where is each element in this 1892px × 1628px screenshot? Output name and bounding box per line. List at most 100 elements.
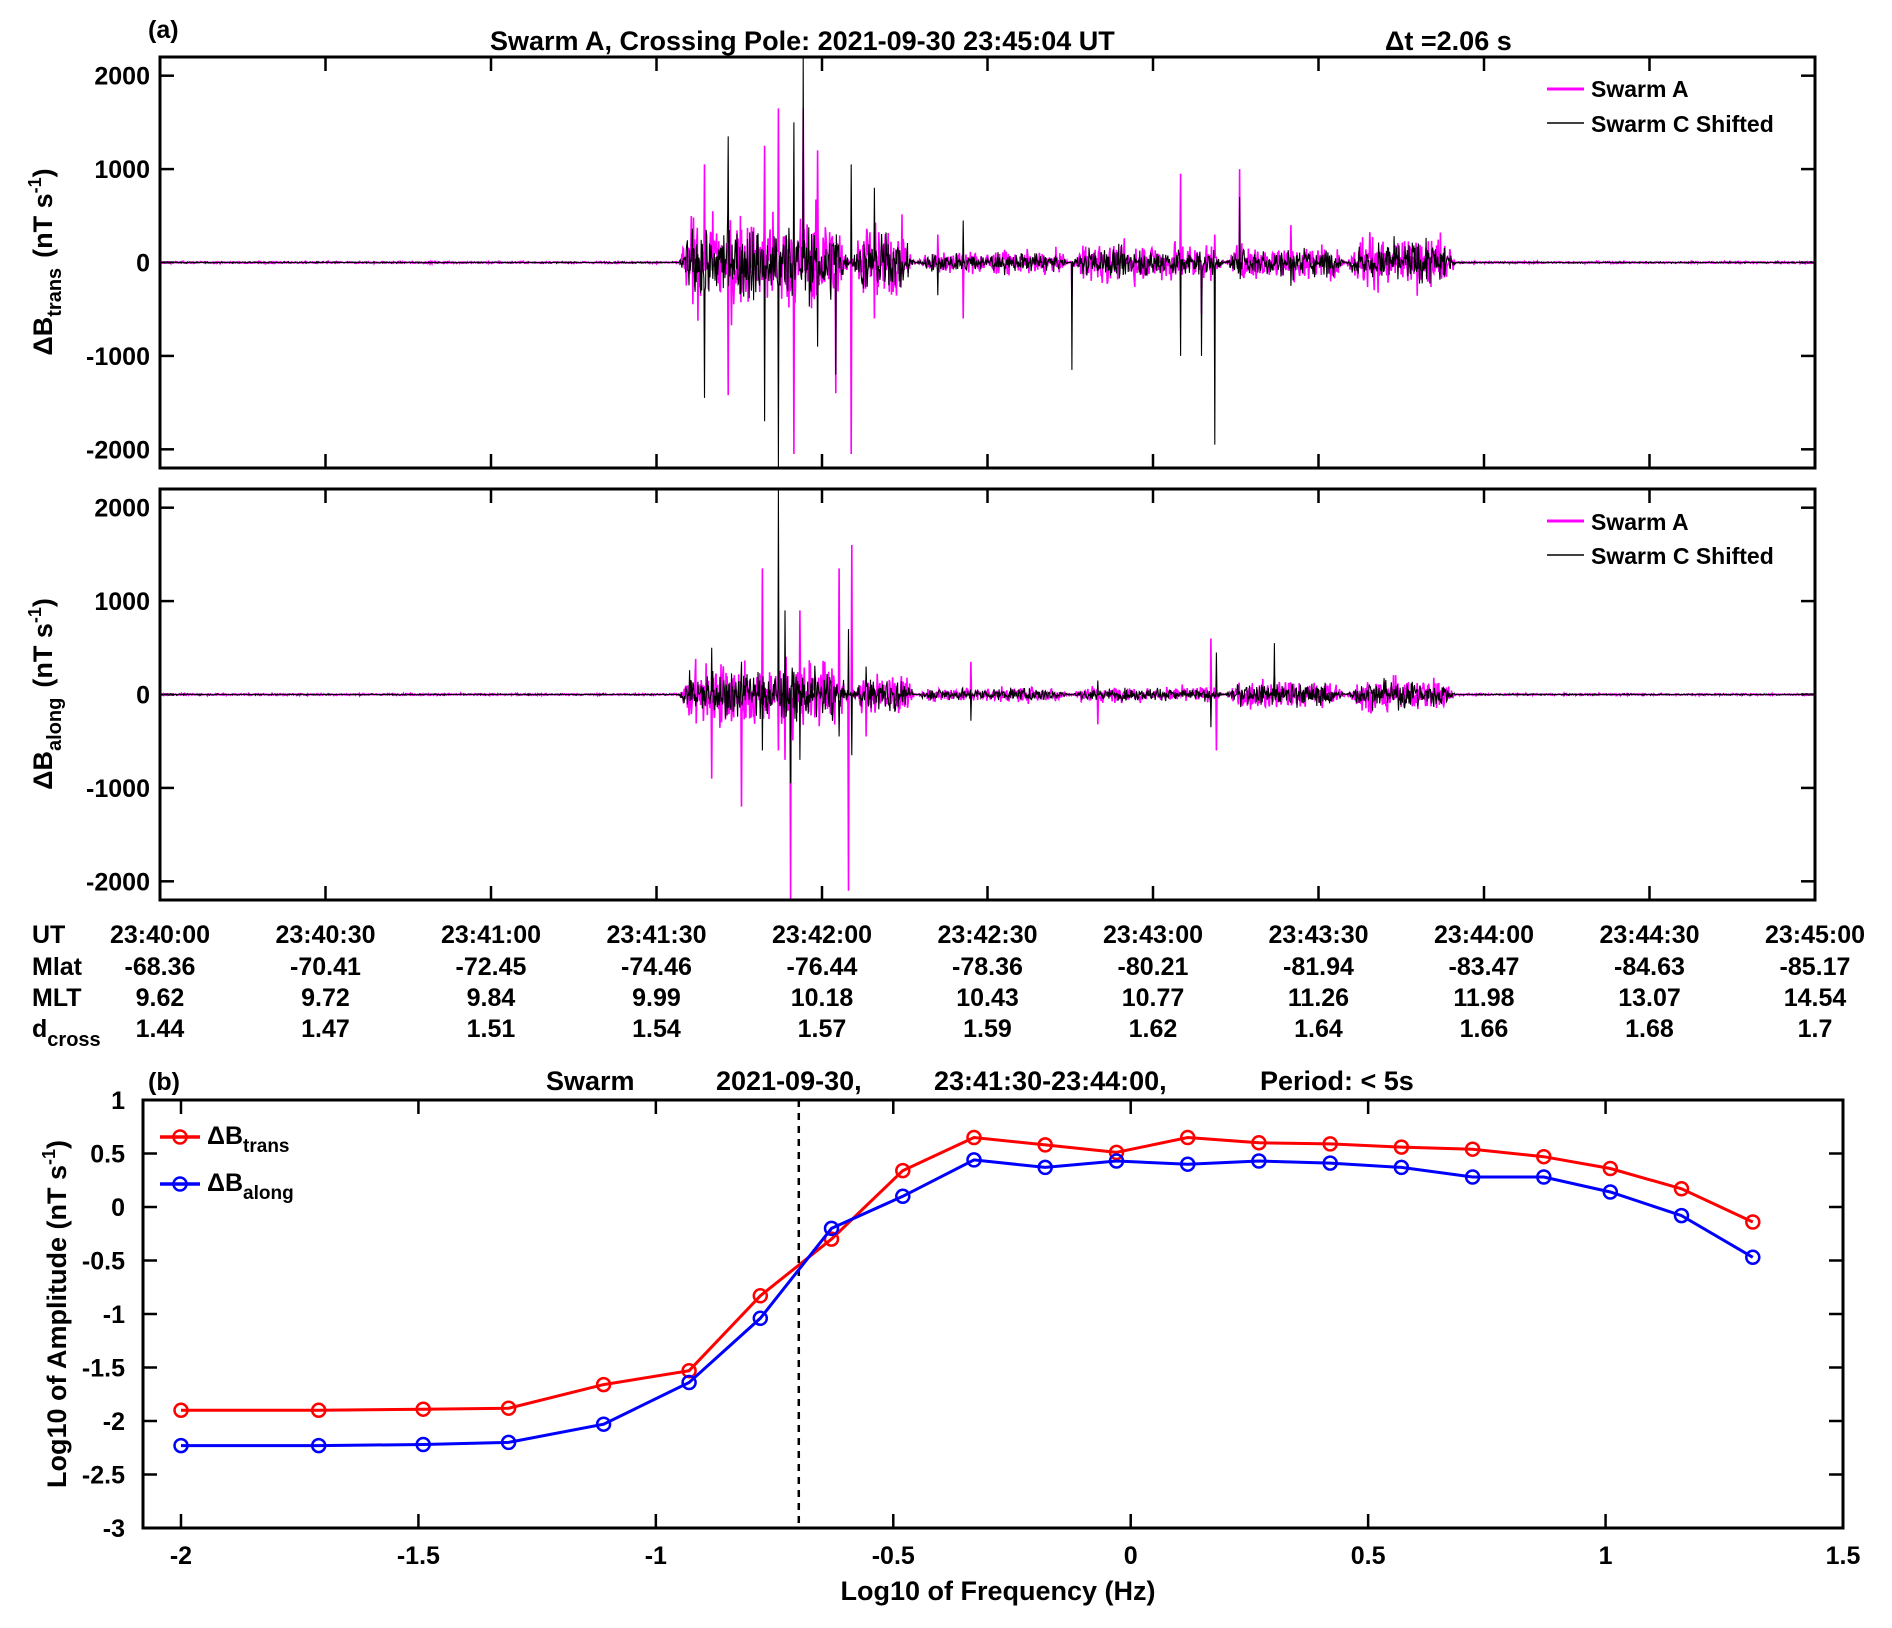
spectrum-along-point [415,1436,431,1453]
spectrum-y-axis-label: Log10 of Amplitude (nT s-1) [39,1140,72,1488]
spectrum-trans-point [415,1401,431,1417]
legend-trans-label: ΔBtrans [207,1122,290,1157]
ephemeris-ut-row: 23:40:00 23:40:30 23:41:00 23:41:30 23:42:00… [110,921,1865,949]
ephemeris-ut-value: 23:41:30 [606,921,706,949]
spectrum-along-point [1037,1159,1053,1176]
spectrum-along-point [500,1434,517,1451]
ephemeris-dcross-value: 1.7 [1798,1015,1833,1043]
legend-trans-marker [172,1129,188,1145]
trans-legend: Swarm A Swarm C Shifted [1547,76,1774,137]
ephemeris-ut-value: 23:40:30 [275,921,375,949]
series-group [160,489,1815,900]
y-tick-label: -1.5 [82,1355,125,1383]
ephemeris-mlat-row: -68.36 -70.41 -72.45 -74.46 -76.44 -78.36 -80.… [125,953,1851,981]
ephemeris-mlt-value: 10.18 [791,984,854,1012]
ephemeris-row-label-mlt: MLT [32,984,82,1012]
y-tick-label: -1000 [86,343,150,371]
spectrum-trans-point [595,1376,612,1393]
spectrum-trans-point [500,1400,517,1416]
spectrum-along-point [1322,1155,1338,1171]
y-tick-label: 2000 [94,63,150,91]
ephemeris-ut-value: 23:44:00 [1434,921,1534,949]
spectrum-along-point [1745,1249,1761,1266]
spectrum-along-point [1179,1156,1196,1172]
ephemeris-mlt-value: 14.54 [1784,984,1847,1012]
spectrum-trans-point [1393,1139,1410,1155]
spectrum-along-point [1673,1207,1690,1224]
spectrum-trans-point [1251,1135,1267,1151]
ephemeris-ut-value: 23:45:00 [1765,921,1865,949]
ephemeris-mlat-value: -78.36 [952,953,1023,981]
y-tick-label: 1000 [94,588,150,616]
ephemeris-dcross-value: 1.64 [1294,1015,1343,1043]
y-tick-label: -2000 [86,868,150,896]
spectrum-along-point [1393,1159,1410,1176]
ephemeris-mlat-value: -74.46 [621,953,692,981]
ephemeris-mlt-value: 13.07 [1618,984,1681,1012]
legend-along-marker [172,1176,188,1192]
ephemeris-mlt-value: 11.26 [1288,984,1349,1012]
panel-b-title-part4: Period: < 5s [1260,1066,1414,1096]
y-tick-label: -0.5 [82,1248,125,1276]
ephemeris-mlat-value: -81.94 [1283,953,1354,981]
spectrum-legend: ΔBtrans ΔBalong [160,1122,294,1204]
ephemeris-mlt-value: 9.99 [632,984,681,1012]
spectrum-along-point [595,1416,612,1432]
spectrum-trans-point [1536,1148,1552,1165]
swarm-a-line [160,544,1815,900]
ephemeris-mlat-value: -84.63 [1614,953,1685,981]
panel-b-title-part3: 23:41:30-23:44:00, [934,1066,1167,1096]
spectrum-trans-point [1322,1136,1338,1152]
swarm-c-shifted-line [160,57,1815,468]
spectrum-plot: 1 0.5 0 -0.5 -1 -1.5 -2 -2.5 -3 -2 -1.5 -1 -0.5 0 0.5… [82,1087,1861,1570]
spectrum-along-point [966,1152,982,1168]
legend-swarm-a-label: Swarm A [1591,76,1689,102]
spectrum-along-point [1536,1169,1552,1185]
y-tick-label: 0 [111,1194,125,1222]
y-tick-label: 2000 [94,495,150,523]
spectrum-along-point [1602,1184,1619,1200]
ephemeris-ut-value: 23:43:30 [1268,921,1368,949]
spectrum-along-point [1251,1153,1267,1169]
ephemeris-mlat-value: -68.36 [125,953,196,981]
trans-y-axis-label: ΔBtrans(nT s-1) [25,168,66,355]
spectrum-trans-point [173,1402,189,1419]
y-tick-label: 1000 [94,156,150,184]
y-tick-label: -2 [103,1408,125,1436]
ephemeris-dcross-value: 1.66 [1460,1015,1509,1043]
panel-a-label: (a) [148,16,179,44]
spectrum-trans-point [1108,1144,1125,1161]
ephemeris-ut-value: 23:40:00 [110,921,210,949]
spectrum-trans-point [310,1402,327,1419]
spectrum-along-point [823,1220,840,1237]
ephemeris-dcross-value: 1.51 [467,1015,516,1043]
swarm-a-line [160,108,1815,455]
x-tick-label: -2 [170,1542,192,1570]
spectrum-along-point [310,1437,327,1454]
y-tick-label: -1 [103,1301,125,1329]
spectrum-trans-point [1602,1160,1619,1177]
ephemeris-row-label-mlat: Mlat [32,953,83,981]
x-tick-label: -1 [645,1542,667,1570]
y-tick-label: 0 [136,682,150,710]
y-tick-label: -2.5 [82,1462,125,1490]
y-tick-label: -1000 [86,775,150,803]
ephemeris-mlat-value: -83.47 [1449,953,1520,981]
trans-series-lines [160,57,1815,468]
ephemeris-mlt-value: 9.84 [467,984,516,1012]
spectrum-x-axis-label: Log10 of Frequency (Hz) [840,1576,1155,1606]
swarm-c-shifted-line [160,489,1815,784]
spectrum-along-point [752,1310,769,1327]
ephemeris-dcross-value: 1.62 [1129,1015,1178,1043]
y-tick-label: 1 [111,1087,125,1115]
ephemeris-ut-value: 23:41:00 [441,921,541,949]
series-group [160,57,1815,468]
spectrum-y-ticks: 1 0.5 0 -0.5 -1 -1.5 -2 -2.5 -3 [82,1087,1843,1543]
along-y-axis-label: ΔBalong(nT s-1) [25,598,66,790]
trans-plot-frame [158,55,1817,470]
ephemeris-dcross-value: 1.44 [136,1015,185,1043]
along-timeseries-plot: -2000 -1000 0 1000 2000 Swarm A Swarm C Shif… [86,487,1817,902]
ephemeris-table: UT Mlat MLT dcross 23:40:00 23:40:30 23:41… [32,921,1865,1051]
ephemeris-mlat-value: -72.45 [456,953,527,981]
